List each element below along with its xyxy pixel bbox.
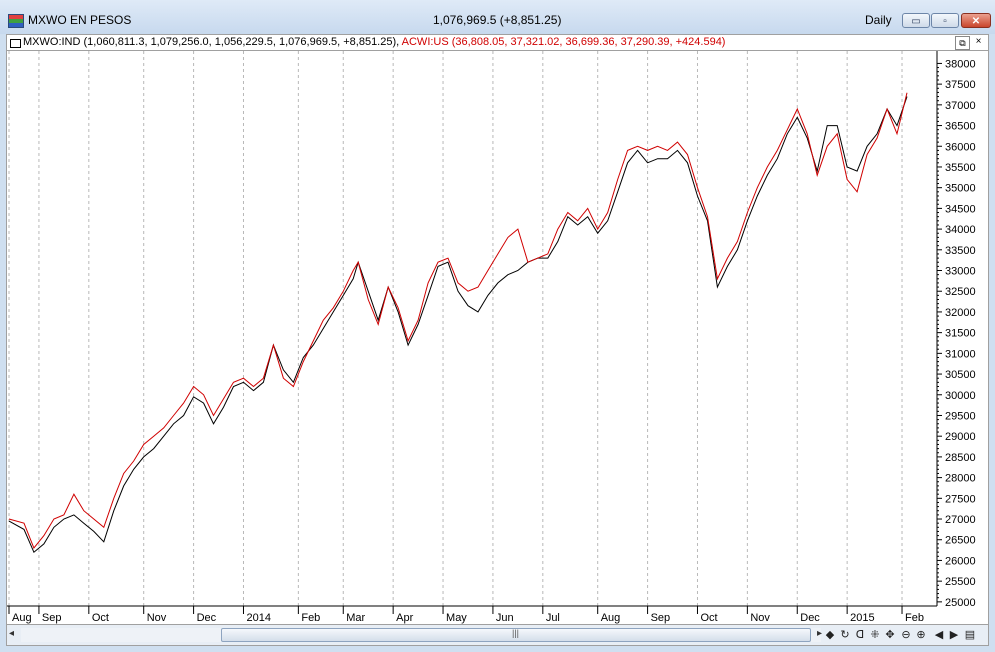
legend-text: MXWO:IND (1,060,811.3, 1,079,256.0, 1,05…	[23, 36, 725, 48]
x-tick-label: Apr	[396, 612, 413, 624]
y-tick-label: 33000	[945, 266, 976, 278]
scroll-track[interactable]: |||	[21, 628, 821, 642]
x-tick-label: Jul	[546, 612, 560, 624]
x-tick-label: Oct	[92, 612, 109, 624]
x-tick-label: Sep	[42, 612, 62, 624]
x-tick-label: Dec	[197, 612, 217, 624]
x-tick-label: Aug	[601, 612, 621, 624]
scroll-grip-icon: |||	[512, 628, 520, 638]
zoom-in-icon[interactable]: ⊕	[916, 629, 926, 641]
x-tick-label: Sep	[651, 612, 671, 624]
compare-icon[interactable]: ⁜	[870, 629, 880, 641]
x-tick-label: Feb	[301, 612, 320, 624]
x-tick-label: Nov	[147, 612, 167, 624]
marker-icon[interactable]: ◆	[825, 629, 835, 641]
y-tick-label: 28500	[945, 452, 976, 464]
period-selector[interactable]: Daily	[865, 13, 892, 27]
series-color-swatch	[10, 39, 21, 48]
last-value-readout: 1,076,969.5 (+8,851.25)	[433, 13, 562, 27]
maximize-button[interactable]: ▫	[931, 13, 959, 28]
y-tick-label: 33500	[945, 245, 976, 257]
x-tick-label: May	[446, 612, 467, 624]
y-tick-label: 28000	[945, 473, 976, 485]
window-title: MXWO EN PESOS	[28, 13, 132, 27]
x-tick-label: Nov	[750, 612, 770, 624]
settings-grid-icon[interactable]: ▤	[964, 629, 976, 641]
price-chart: 25000 25500 26000 26500 27000 27500 28000 28500…	[7, 51, 976, 624]
x-tick-label: 2014	[246, 612, 270, 624]
y-tick-label: 32000	[945, 307, 976, 319]
scroll-thumb[interactable]: |||	[221, 628, 811, 642]
x-tick-label: Mar	[346, 612, 365, 624]
y-tick-label: 31000	[945, 348, 976, 360]
close-button[interactable]: ✕	[961, 13, 991, 28]
y-tick-label: 27000	[945, 514, 976, 526]
y-tick-label: 35500	[945, 162, 976, 174]
y-tick-label: 37000	[945, 100, 976, 112]
y-tick-label: 31500	[945, 328, 976, 340]
x-tick-label: Aug	[12, 612, 32, 624]
y-tick-label: 38000	[945, 58, 976, 70]
minimize-button[interactable]: ▭	[902, 13, 930, 28]
title-bar[interactable]: MXWO EN PESOS 1,076,969.5 (+8,851.25) Da…	[0, 0, 995, 34]
restore-icon[interactable]: ⧉	[955, 36, 970, 50]
scroll-back-icon[interactable]: ◀	[934, 629, 944, 641]
legend-bar: MXWO:IND (1,060,811.3, 1,079,256.0, 1,05…	[6, 34, 989, 51]
period-d-icon[interactable]: ᗡ	[855, 629, 865, 641]
plot-area[interactable]: 25000 25500 26000 26500 27000 27500 28000 28500…	[6, 51, 989, 624]
chart-app-icon	[8, 14, 24, 28]
y-tick-label: 35000	[945, 183, 976, 195]
y-tick-label: 26500	[945, 535, 976, 547]
y-tick-label: 29500	[945, 410, 976, 422]
scroll-forward-icon[interactable]: ▶	[949, 629, 959, 641]
y-tick-label: 37500	[945, 79, 976, 91]
legend-close-icon[interactable]: ×	[975, 36, 982, 47]
legend-series-mxwo: MXWO:IND (1,060,811.3, 1,079,256.0, 1,05…	[23, 36, 400, 48]
horizontal-scrollbar[interactable]: ◂ ||| ▸ ◆ ↻ ᗡ ⁜ ✥ ⊖ ⊕ ◀ ▶ ▤	[6, 624, 989, 646]
zoom-out-icon[interactable]: ⊖	[901, 629, 911, 641]
scroll-right-arrow-icon[interactable]: ▸	[817, 628, 823, 639]
scroll-left-arrow-icon[interactable]: ◂	[9, 628, 15, 639]
series-line-acwi-us	[8, 92, 908, 549]
series-line-mxwo-ind	[8, 96, 908, 554]
y-tick-label: 29000	[945, 431, 976, 443]
x-tick-label: Oct	[700, 612, 717, 624]
y-tick-label: 34000	[945, 224, 976, 236]
y-tick-label: 25000	[945, 597, 976, 609]
y-tick-label: 36000	[945, 141, 976, 153]
x-tick-label: 2015	[850, 612, 874, 624]
y-tick-label: 36500	[945, 121, 976, 133]
refresh-icon[interactable]: ↻	[840, 629, 850, 641]
y-tick-label: 34500	[945, 203, 976, 215]
y-tick-label: 30000	[945, 390, 976, 402]
y-tick-label: 32500	[945, 286, 976, 298]
pan-icon[interactable]: ✥	[885, 629, 895, 641]
y-tick-label: 30500	[945, 369, 976, 381]
y-tick-label: 26000	[945, 555, 976, 567]
x-tick-label: Dec	[800, 612, 820, 624]
x-tick-label: Feb	[905, 612, 924, 624]
legend-series-acwi: ACWI:US (36,808.05, 37,321.02, 36,699.36…	[401, 36, 726, 48]
y-tick-label: 25500	[945, 576, 976, 588]
x-tick-label: Jun	[496, 612, 514, 624]
y-tick-label: 27500	[945, 493, 976, 505]
